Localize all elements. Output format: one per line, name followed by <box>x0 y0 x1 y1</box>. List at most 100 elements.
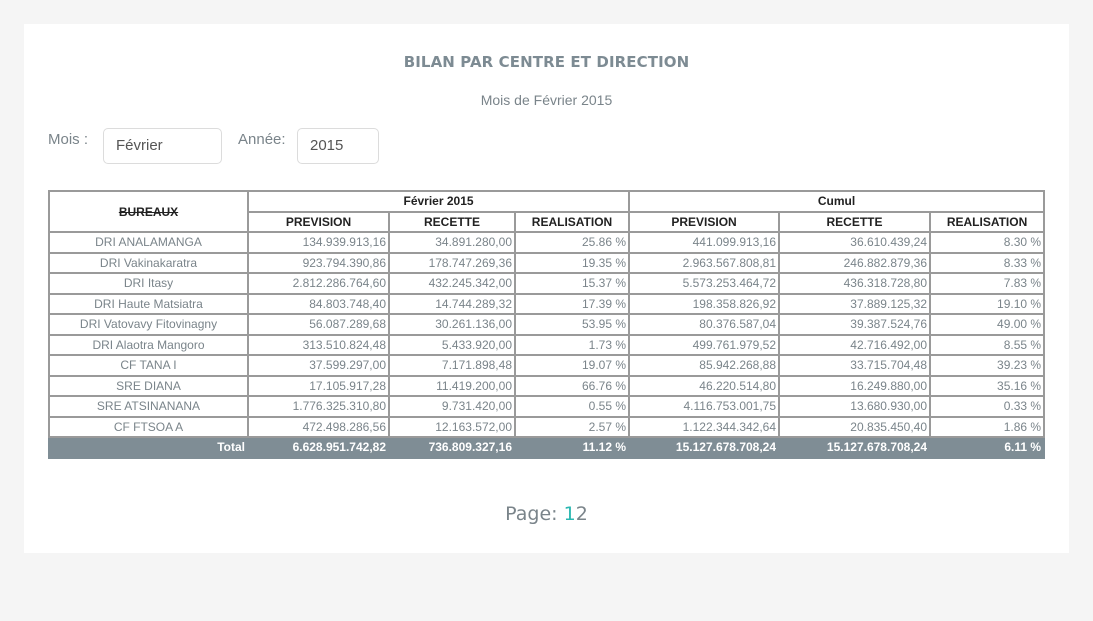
cell-month-recette: 178.747.269,36 <box>388 251 516 274</box>
cell-month-prevision: 923.794.390,86 <box>247 251 390 274</box>
cell-cumul-realisation: 8.30 % <box>929 231 1046 254</box>
cell-month-prevision: 313.510.824,48 <box>247 333 390 356</box>
cell-cumul-recette: 13.680.930,00 <box>778 395 932 418</box>
cell-row-name: SRE ATSINANANA <box>48 395 249 418</box>
cell-cumul-prevision: 85.942.268,88 <box>628 354 781 377</box>
cell-cumul-realisation: 35.16 % <box>929 374 1046 397</box>
table-row: DRI Haute Matsiatra 84.803.748,40 14.744.2… <box>48 292 1046 315</box>
cell-cumul-prevision: 4.116.753.001,75 <box>628 395 781 418</box>
annee-input[interactable]: 2015 <box>297 128 379 164</box>
column-group-month: Février 2015 <box>246 190 631 213</box>
cell-row-name: DRI Alaotra Mangoro <box>48 333 249 356</box>
cell-month-recette: 7.171.898,48 <box>388 354 516 377</box>
cell-month-realisation: 17.39 % <box>513 292 631 315</box>
cell-cumul-realisation: 1.86 % <box>929 415 1046 438</box>
cell-month-prevision: 472.498.286,56 <box>247 415 390 438</box>
cell-cumul-recette: 33.715.704,48 <box>778 354 932 377</box>
cell-row-name: DRI ANALAMANGA <box>48 231 249 254</box>
cell-row-name: CF FTSOA A <box>48 415 249 438</box>
cell-month-prevision: 37.599.297,00 <box>247 354 390 377</box>
report-panel: BILAN PAR CENTRE ET DIRECTION Mois de Fé… <box>24 24 1069 553</box>
total-cumul-prevision: 15.127.678.708,24 <box>628 436 781 459</box>
cell-month-realisation: 66.76 % <box>513 374 631 397</box>
cell-cumul-prevision: 441.099.913,16 <box>628 231 781 254</box>
table-row: CF TANA I 37.599.297,00 7.171.898,48 19.07 … <box>48 354 1046 377</box>
total-cumul-realisation: 6.11 % <box>929 436 1046 459</box>
page-link-1[interactable]: 1 <box>563 503 576 525</box>
cell-cumul-recette: 16.249.880,00 <box>778 374 932 397</box>
cell-cumul-recette: 36.610.439,24 <box>778 231 932 254</box>
column-group-cumul: Cumul <box>628 190 1046 213</box>
total-month-prevision: 6.628.951.742,82 <box>247 436 390 459</box>
cell-month-recette: 5.433.920,00 <box>388 333 516 356</box>
cell-month-realisation: 25.86 % <box>513 231 631 254</box>
total-cumul-recette: 15.127.678.708,24 <box>778 436 932 459</box>
cell-month-realisation: 0.55 % <box>513 395 631 418</box>
column-header-month-realisation: REALISATION <box>513 210 631 233</box>
cell-month-prevision: 56.087.289,68 <box>247 313 390 336</box>
cell-month-prevision: 134.939.913,16 <box>247 231 390 254</box>
cell-row-name: DRI Vatovavy Fitovinagny <box>48 313 249 336</box>
cell-cumul-prevision: 1.122.344.342,64 <box>628 415 781 438</box>
cell-month-realisation: 53.95 % <box>513 313 631 336</box>
report-title: BILAN PAR CENTRE ET DIRECTION <box>403 53 690 71</box>
pagination: Page: 12 <box>24 503 1069 525</box>
cell-month-realisation: 19.07 % <box>513 354 631 377</box>
cell-cumul-realisation: 49.00 % <box>929 313 1046 336</box>
mois-select[interactable]: Février <box>103 128 222 164</box>
cell-month-realisation: 19.35 % <box>513 251 631 274</box>
cell-cumul-prevision: 2.963.567.808,81 <box>628 251 781 274</box>
column-header-month-recette: RECETTE <box>388 210 516 233</box>
total-row-name: Total <box>48 436 249 459</box>
cell-month-realisation: 2.57 % <box>513 415 631 438</box>
cell-row-name: DRI Itasy <box>48 272 249 295</box>
table-row: DRI Itasy 2.812.286.764,60 432.245.342,00 1… <box>48 272 1046 295</box>
column-header-cumul-recette: RECETTE <box>778 210 932 233</box>
cell-month-prevision: 17.105.917,28 <box>247 374 390 397</box>
table-header-group-row: BUREAUX Février 2015 Cumul <box>48 190 1046 233</box>
cell-month-prevision: 84.803.748,40 <box>247 292 390 315</box>
cell-cumul-recette: 42.716.492,00 <box>778 333 932 356</box>
cell-cumul-realisation: 7.83 % <box>929 272 1046 295</box>
cell-cumul-recette: 436.318.728,80 <box>778 272 932 295</box>
cell-cumul-prevision: 5.573.253.464,72 <box>628 272 781 295</box>
cell-cumul-realisation: 8.33 % <box>929 251 1046 274</box>
cell-cumul-recette: 246.882.879,36 <box>778 251 932 274</box>
column-header-cumul-realisation: REALISATION <box>929 210 1046 233</box>
cell-month-realisation: 15.37 % <box>513 272 631 295</box>
page-link-2[interactable]: 2 <box>575 503 588 525</box>
cell-cumul-prevision: 198.358.826,92 <box>628 292 781 315</box>
cell-row-name: SRE DIANA <box>48 374 249 397</box>
bilan-table: BUREAUX Février 2015 Cumul PREVISION REC… <box>48 190 1046 459</box>
cell-month-recette: 14.744.289,32 <box>388 292 516 315</box>
cell-row-name: DRI Haute Matsiatra <box>48 292 249 315</box>
cell-month-recette: 9.731.420,00 <box>388 395 516 418</box>
cell-month-realisation: 1.73 % <box>513 333 631 356</box>
cell-cumul-realisation: 19.10 % <box>929 292 1046 315</box>
table-row: DRI Vakinakaratra 923.794.390,86 178.747.2… <box>48 251 1046 274</box>
cell-row-name: CF TANA I <box>48 354 249 377</box>
total-month-realisation: 11.12 % <box>513 436 631 459</box>
cell-month-prevision: 2.812.286.764,60 <box>247 272 390 295</box>
cell-cumul-realisation: 0.33 % <box>929 395 1046 418</box>
table-row: CF FTSOA A 472.498.286,56 12.163.572,00 2.5… <box>48 415 1046 438</box>
cell-month-recette: 11.419.200,00 <box>388 374 516 397</box>
cell-row-name: DRI Vakinakaratra <box>48 251 249 274</box>
cell-month-recette: 432.245.342,00 <box>388 272 516 295</box>
column-header-bureaux: BUREAUX <box>48 190 249 233</box>
cell-cumul-recette: 20.835.450,40 <box>778 415 932 438</box>
annee-label: Année: <box>238 131 286 148</box>
table-row: SRE DIANA 17.105.917,28 11.419.200,00 66.76… <box>48 374 1046 397</box>
table-row: DRI ANALAMANGA 134.939.913,16 34.891.280,0… <box>48 231 1046 254</box>
total-row: Total 6.628.951.742,82 736.809.327,16 11.12… <box>48 436 1046 459</box>
cell-cumul-realisation: 39.23 % <box>929 354 1046 377</box>
column-header-cumul-prevision: PREVISION <box>628 210 781 233</box>
cell-month-recette: 12.163.572,00 <box>388 415 516 438</box>
cell-cumul-recette: 37.889.125,32 <box>778 292 932 315</box>
table-header-row: PREVISION RECETTE REALISATION PREVISION … <box>49 210 1046 233</box>
mois-label: Mois : <box>48 131 89 148</box>
pagination-label: Page: <box>505 503 558 525</box>
cell-month-recette: 30.261.136,00 <box>388 313 516 336</box>
table-row: SRE ATSINANANA 1.776.325.310,80 9.731.420,… <box>48 395 1046 418</box>
cell-cumul-prevision: 499.761.979,52 <box>628 333 781 356</box>
